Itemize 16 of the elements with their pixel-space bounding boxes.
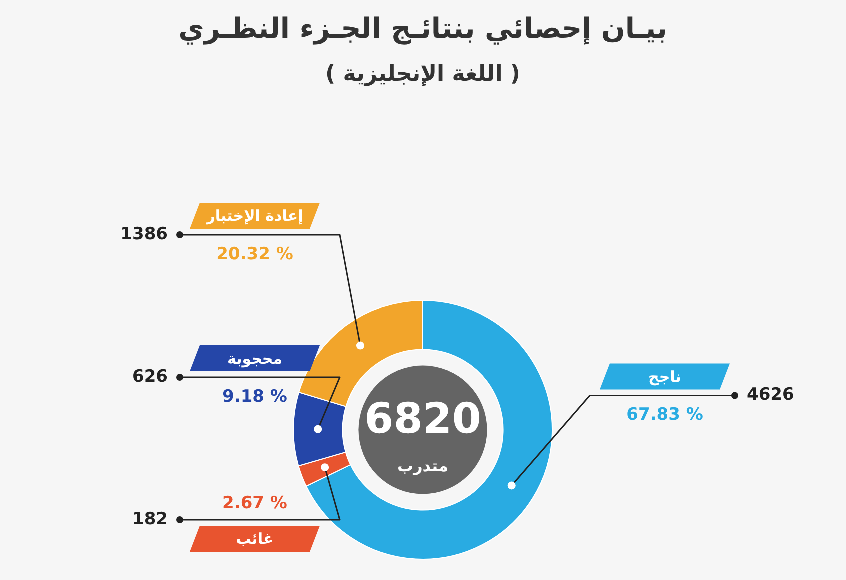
slice-label: محجوبة: [227, 350, 283, 368]
text: متدرب: [398, 456, 448, 476]
data-label: 4626: [747, 385, 794, 406]
slice-label: إعادة الإختبار: [206, 207, 304, 225]
data-label: 1386: [120, 224, 168, 244]
chart-subtitle: ( اللغة الإنجليزية ): [324, 62, 522, 87]
slice-label: غائب: [236, 530, 274, 548]
text: 6820: [364, 394, 482, 443]
data-label: 626: [132, 366, 168, 387]
slice-label: ناجح: [648, 368, 682, 386]
text: 67.83 %: [626, 405, 704, 426]
text: 9.18 %: [222, 386, 288, 407]
data-label: 182: [132, 509, 168, 530]
chart-title: بيـان إحصائي بنتائـج الجـزء النظـري: [178, 12, 668, 45]
text: 20.32 %: [216, 244, 294, 264]
text: 2.67 %: [222, 493, 288, 514]
